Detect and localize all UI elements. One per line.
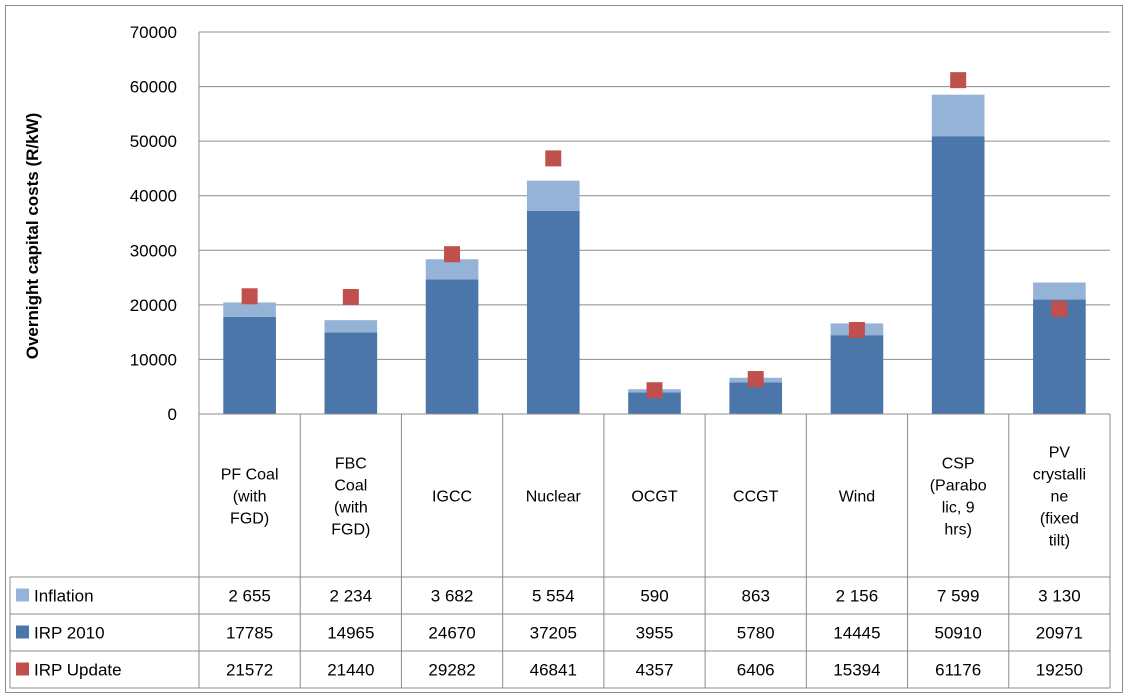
bar-inflation: [324, 320, 378, 333]
bars: [223, 94, 1086, 414]
y-tick-label: 20000: [130, 296, 177, 315]
data-label: 590: [640, 587, 668, 606]
y-axis-label: Overnight capital costs (R/kW): [23, 113, 42, 360]
legend-swatch: [16, 588, 29, 602]
data-label: 15394: [833, 661, 880, 680]
x-tick-label: CSP (Parabo lic, 9 hrs): [930, 456, 987, 539]
marker-irp-update: [646, 382, 663, 399]
marker-irp-update: [848, 321, 865, 338]
data-label: 17785: [226, 624, 273, 643]
data-label: 5780: [737, 624, 775, 643]
legend-label: IRP Update: [34, 661, 122, 680]
marker-irp-update: [545, 150, 562, 167]
data-label: 20971: [1036, 624, 1083, 643]
data-label: 3 682: [431, 587, 474, 606]
data-label: 19250: [1036, 661, 1083, 680]
legend-swatch: [16, 662, 29, 676]
data-label: 2 156: [836, 587, 879, 606]
bar-irp-2010: [526, 210, 580, 414]
legend-label: Inflation: [34, 587, 94, 606]
y-tick-label: 0: [168, 405, 177, 424]
legend-label: IRP 2010: [34, 624, 105, 643]
bar-irp-2010: [223, 316, 276, 414]
y-tick-label: 30000: [130, 241, 177, 260]
marker-irp-update: [444, 246, 461, 263]
x-tick-label: IGCC: [432, 489, 472, 506]
data-table: PF Coal (with FGD) FBC Coal (with FGD) IGCC Nucl…: [9, 413, 1111, 689]
data-label: 21572: [226, 661, 273, 680]
data-label: 50910: [935, 624, 982, 643]
data-label: 37205: [530, 624, 577, 643]
y-tick-label: 50000: [130, 132, 177, 151]
y-axis-ticks: 0 10000 20000 30000 40000 50000 60000 70000: [130, 23, 177, 424]
markers: [241, 72, 1068, 399]
marker-irp-update: [747, 371, 764, 388]
data-label: 14965: [327, 624, 374, 643]
bar-inflation: [931, 94, 985, 137]
x-tick-label: CCGT: [733, 489, 779, 506]
data-label: 61176: [935, 661, 981, 680]
legend-swatch: [16, 625, 29, 639]
data-label: 21440: [327, 661, 374, 680]
data-label: 46841: [530, 661, 577, 680]
data-label: 863: [742, 587, 770, 606]
bar-inflation: [1033, 282, 1086, 300]
data-label: 24670: [428, 624, 475, 643]
data-label: 4357: [636, 661, 674, 680]
data-label: 6406: [737, 661, 775, 680]
marker-irp-update: [241, 288, 258, 305]
y-tick-label: 10000: [130, 350, 177, 369]
data-label: 29282: [428, 661, 475, 680]
bar-irp-2010: [425, 279, 479, 414]
data-label: 2 655: [228, 587, 271, 606]
data-label: 14445: [833, 624, 880, 643]
bar-irp-2010: [324, 332, 378, 414]
marker-irp-update: [342, 288, 359, 305]
data-label: 5 554: [532, 587, 575, 606]
y-tick-label: 40000: [130, 187, 177, 206]
x-tick-label: PV crystalli ne (fixed tilt): [1033, 445, 1086, 550]
bar-inflation: [425, 259, 479, 280]
bar-irp-2010: [628, 392, 681, 414]
y-tick-label: 70000: [130, 23, 177, 42]
bar-inflation: [526, 180, 580, 211]
y-tick-label: 60000: [130, 78, 177, 97]
x-tick-label: FBC Coal (with FGD): [331, 456, 370, 539]
marker-irp-update: [1051, 300, 1068, 317]
bar-irp-2010: [830, 335, 884, 414]
bar-irp-2010: [1033, 299, 1086, 414]
data-label: 3955: [636, 624, 674, 643]
x-tick-label: Nuclear: [526, 489, 582, 506]
data-label: 3 130: [1038, 587, 1081, 606]
data-label: 7 599: [937, 587, 980, 606]
x-tick-label: OCGT: [631, 489, 677, 506]
x-tick-label: Wind: [839, 489, 875, 506]
data-label: 2 234: [330, 587, 373, 606]
bar-irp-2010: [729, 382, 783, 414]
marker-irp-update: [950, 72, 967, 89]
x-tick-label: PF Coal (with FGD): [221, 467, 279, 528]
bar-irp-2010: [931, 136, 985, 414]
bar-inflation: [223, 302, 276, 317]
